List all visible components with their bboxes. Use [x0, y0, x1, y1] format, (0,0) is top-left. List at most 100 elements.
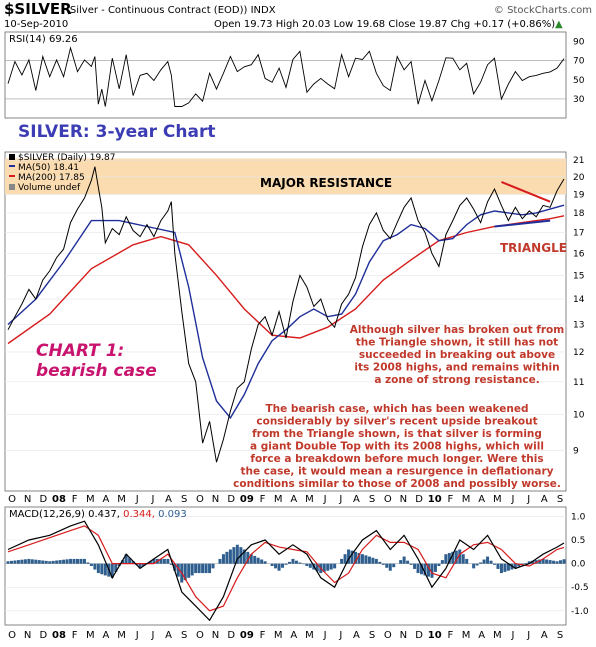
x-tick-label: A [103, 630, 110, 641]
chart-case-label: bearish case [36, 361, 157, 381]
macd-hist-bar [506, 563, 510, 571]
macd-hist-bar [281, 563, 285, 568]
macd-hist-bar [496, 563, 500, 569]
macd-hist-bar [79, 558, 83, 564]
x-tick-label: J [511, 630, 515, 641]
x-tick-label: M [462, 630, 471, 641]
macd-hist-bar [315, 563, 319, 572]
macd-hist-bar [211, 563, 215, 569]
x-tick-label: F [260, 494, 266, 505]
symbol-title: $SILVER [4, 0, 72, 18]
x-tick-label: M [493, 630, 502, 641]
x-axis-labels-macd: O N D 08 F M A M J J A S O N D 09 F M A M J J A S O N D 10 F M A M J J A S [8, 630, 563, 641]
macd-y-tick-label: -0.5 [571, 583, 589, 593]
triangle-label: TRIANGLE [500, 241, 567, 255]
ma200-line [7, 215, 565, 345]
triangle-lower-line [494, 219, 551, 228]
macd-hist-bar [489, 560, 493, 564]
macd-hist-bar [479, 562, 483, 564]
x-tick-label: S [181, 494, 187, 505]
macd-hist-bar [385, 563, 389, 568]
macd-hist-bar [360, 554, 364, 564]
price-y-ticks: 21 20 19 18 17 16 15 14 13 12 11 10 9 [573, 156, 585, 457]
macd-hist-bar [308, 563, 312, 568]
macd-hist-bar [9, 560, 13, 564]
macd-hist-bar [291, 558, 295, 564]
chart-number-label: CHART 1: [36, 341, 124, 361]
ma50-line [7, 204, 565, 420]
macd-hist-bar [86, 562, 90, 564]
macd-hist-bar [357, 553, 361, 564]
macd-hist-bar [333, 563, 337, 569]
macd-hist-bar [221, 554, 225, 564]
macd-hist-bar [260, 559, 264, 564]
macd-hist-bar [20, 559, 24, 564]
x-tick-label: 09 [240, 630, 254, 641]
macd-label-prefix: MACD(12,26,9) [9, 509, 85, 520]
legend-volume: Volume undef [18, 183, 81, 193]
legend-ma50: MA(50) 18.41 [18, 163, 79, 173]
macd-hist-bar [461, 554, 465, 564]
macd-hist-bar [16, 560, 20, 564]
annotation-line: the Triangle shown, it still has not [356, 337, 558, 349]
macd-hist-bar [270, 563, 274, 566]
macd-hist-bar [166, 558, 170, 564]
macd-y-tick-label: 0.0 [571, 560, 586, 570]
x-tick-label: M [305, 494, 314, 505]
macd-hist-bar [23, 559, 27, 564]
annotation-line: its 2008 highs, and remains within [354, 362, 559, 374]
macd-hist-bar [76, 558, 79, 564]
price-gridlines [5, 159, 566, 451]
macd-hist-bar [301, 563, 305, 565]
macd-hist-bar [555, 561, 559, 564]
macd-hist-bar [298, 562, 302, 564]
x-tick-label: N [400, 494, 407, 505]
macd-hist-bar [527, 561, 531, 564]
price-y-tick-label: 19 [573, 190, 585, 200]
macd-hist-bar [162, 558, 166, 564]
rsi-frame [4, 31, 567, 119]
rsi-y-tick-label: 50 [573, 76, 585, 86]
x-tick-label: J [526, 630, 530, 641]
price-y-tick-label: 21 [573, 156, 584, 166]
annotation-line: Although silver has broken out from [350, 324, 564, 336]
price-y-tick-label: 20 [573, 173, 585, 183]
macd-hist-bar [538, 559, 542, 564]
price-y-tick-label: 17 [573, 229, 584, 239]
macd-hist-bar [51, 560, 55, 564]
macd-hist-bar [72, 558, 76, 564]
x-tick-label: A [165, 630, 172, 641]
x-tick-label: M [274, 494, 283, 505]
x-tick-label: M [274, 630, 283, 641]
annotation-line: a giant Double Top with its 2008 highs, … [250, 441, 544, 453]
macd-hist-bar [27, 558, 31, 564]
macd-hist-bar [423, 563, 427, 576]
macd-hist-bar [433, 563, 437, 572]
x-tick-label: F [260, 630, 266, 641]
macd-hist-bar [208, 563, 212, 574]
macd-hist-bar [451, 551, 455, 564]
annotation-line: The bearish case, which has been weakene… [266, 403, 529, 415]
x-tick-label: M [86, 494, 95, 505]
macd-hist-bar [55, 560, 59, 564]
macd-signal-line [7, 525, 565, 612]
macd-hist-bar [159, 558, 163, 564]
macd-hist-bar [305, 563, 309, 566]
rsi-panel: RSI(14) 69.26 90 70 50 30 [4, 31, 585, 119]
x-tick-label: M [117, 494, 126, 505]
macd-hist-bar [204, 563, 208, 574]
macd-hist-bar [100, 563, 104, 575]
macd-hist-bar [381, 563, 385, 565]
macd-hist-bar [96, 563, 100, 574]
x-tick-label: S [369, 630, 375, 641]
macd-histogram [6, 544, 566, 583]
macd-hist-bar [253, 555, 257, 564]
x-tick-label: S [557, 494, 563, 505]
macd-hist-bar [413, 563, 417, 569]
x-tick-label: A [478, 630, 485, 641]
annotation-line: a zone of strong resistance. [374, 374, 539, 386]
x-tick-label: M [305, 630, 314, 641]
price-y-tick-label: 11 [573, 378, 584, 388]
macd-hist-bar [225, 551, 229, 564]
